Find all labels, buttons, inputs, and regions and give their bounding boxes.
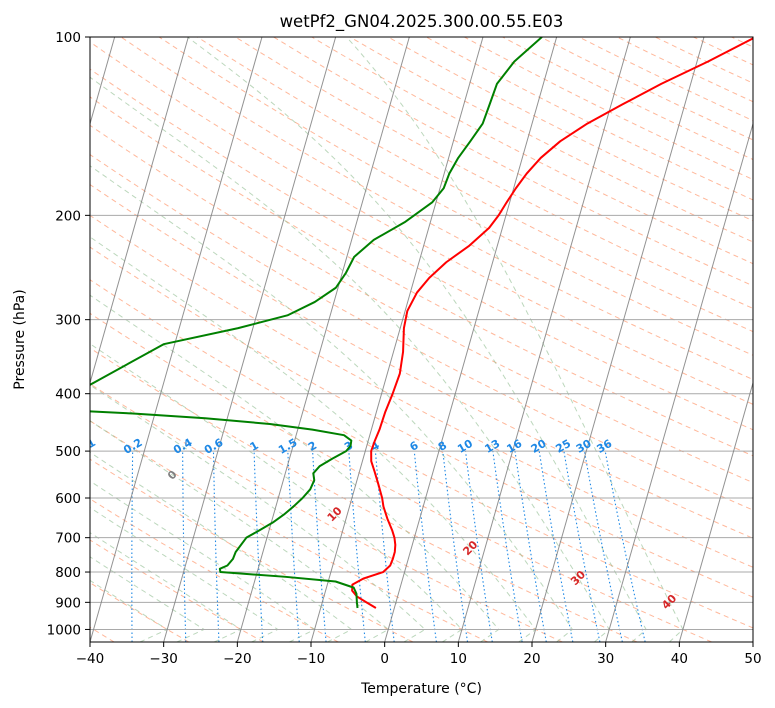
dry-adiabat-line xyxy=(90,214,753,568)
plot-frame xyxy=(89,36,754,643)
isotherm-line xyxy=(605,121,753,642)
moist-adiabat-line xyxy=(90,76,610,642)
isotherms xyxy=(90,37,753,642)
moist-adiabat-line xyxy=(90,384,426,642)
y-tick-label: 700 xyxy=(55,531,81,547)
dry-adiabat-line xyxy=(90,420,488,642)
moist-adiabat-line xyxy=(90,579,169,642)
plot-area: -100-90-80-70-60-50-40-30-20-100.10.20.4… xyxy=(75,37,753,642)
dry-adiabat-line xyxy=(90,347,638,642)
y-tick-label: 500 xyxy=(55,444,81,460)
x-tick-label: 10 xyxy=(450,651,467,667)
y-tick-label: 200 xyxy=(55,208,81,224)
mixing-ratio-line xyxy=(442,451,469,642)
x-axis-title: Temperature (°C) xyxy=(360,681,482,697)
isotherm-line xyxy=(163,37,337,642)
dry-adiabat-line xyxy=(90,96,753,457)
dry-adiabat-line xyxy=(272,37,753,287)
x-tick-label: 0 xyxy=(380,651,389,667)
sounding-profiles xyxy=(90,37,753,609)
moist-adiabat-line xyxy=(90,451,353,642)
moist-adiabat-line xyxy=(346,37,684,642)
temperature-profile-line xyxy=(351,37,753,609)
moist-adiabat-line xyxy=(90,236,537,642)
isotherm-line xyxy=(531,37,705,642)
dry-adiabat-line xyxy=(158,37,753,356)
mixing-ratio-line xyxy=(374,451,395,642)
x-tick-label: −30 xyxy=(149,651,178,667)
isotherm-line xyxy=(457,37,631,642)
x-tick-label: 50 xyxy=(744,651,761,667)
isotherm-line xyxy=(310,37,484,642)
x-tick-label: −20 xyxy=(223,651,252,667)
mixing-ratio-lines xyxy=(131,450,646,642)
dry-adiabat-line xyxy=(90,41,753,405)
mixing-ratio-line xyxy=(583,451,623,642)
y-axis-title: Pressure (hPa) xyxy=(12,289,28,389)
dry-adiabat-line xyxy=(90,153,753,511)
moist-adiabat-line xyxy=(90,343,463,642)
mixing-ratio-line xyxy=(413,451,437,642)
y-tick-label: 800 xyxy=(55,565,81,581)
x-tick-label: −10 xyxy=(297,651,326,667)
dry-adiabat-line xyxy=(90,312,712,642)
moist-adiabat-line xyxy=(90,556,206,642)
y-tick-label: 900 xyxy=(55,595,81,611)
chart-title: wetPf2_GN04.2025.300.00.55.E03 xyxy=(280,12,564,32)
dry-adiabat-line xyxy=(90,582,190,642)
x-tick-label: 30 xyxy=(597,651,614,667)
isobars xyxy=(90,37,753,630)
isotherm-line xyxy=(90,37,263,642)
isotherm-line xyxy=(678,381,753,642)
moist-adiabat-line xyxy=(90,420,390,642)
y-tick-label: 400 xyxy=(55,387,81,403)
mixing-ratio-label: 0.1 xyxy=(75,436,98,457)
moist-adiabat-line xyxy=(187,37,647,642)
y-tick-label: 600 xyxy=(55,491,81,507)
y-tick-label: 1000 xyxy=(47,622,81,638)
moist-adiabats xyxy=(90,37,684,642)
x-tick-label: −40 xyxy=(76,651,105,667)
mixing-ratio-line xyxy=(492,451,523,642)
moist-adiabat-line xyxy=(90,506,279,642)
moist-adiabat-line xyxy=(90,532,242,642)
y-axis-ticks: 100 200 300 400 500 600 700 800 900 1000 xyxy=(47,30,90,638)
dry-adiabat-line xyxy=(90,279,753,629)
x-tick-label: 40 xyxy=(671,651,688,667)
mixing-ratio-line xyxy=(563,451,601,642)
y-tick-label: 100 xyxy=(55,30,81,46)
isotherm-line xyxy=(236,37,410,642)
mixing-ratio-line xyxy=(348,451,366,642)
y-tick-label: 300 xyxy=(55,313,81,329)
dewpoint-profile-line xyxy=(90,37,543,609)
dry-adiabat-line xyxy=(90,539,264,642)
x-axis-ticks: −40 −30 −20 −10 0 10 20 30 40 50 xyxy=(76,642,762,667)
dry-adiabat-line xyxy=(196,37,753,333)
moist-adiabat-line xyxy=(90,165,574,642)
x-tick-label: 20 xyxy=(523,651,540,667)
isotherm-line xyxy=(90,37,189,385)
mixing-ratio-line xyxy=(464,451,493,642)
isotherm-line xyxy=(384,37,558,642)
